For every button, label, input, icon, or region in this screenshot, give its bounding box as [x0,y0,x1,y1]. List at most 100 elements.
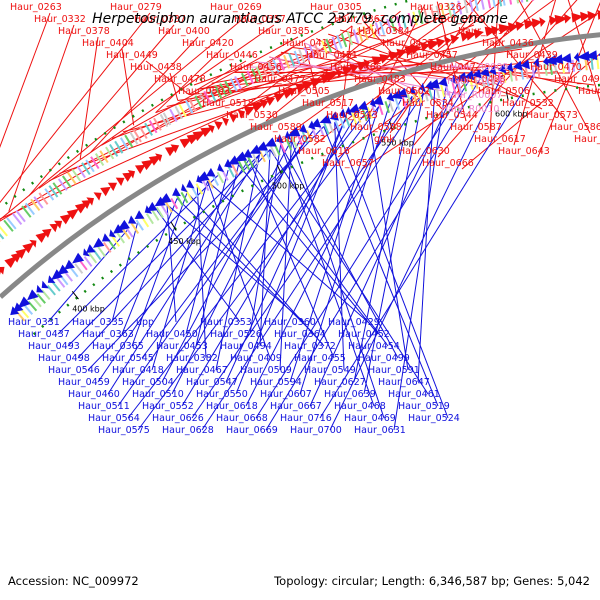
reverse-gene [409,85,416,96]
reverse-gene-label: Haur_0364 [274,329,326,340]
cog-reverse-band [41,289,51,301]
leader-line [67,154,260,347]
reverse-gene-label: Haur_0647 [378,377,430,388]
reverse-gene-label: Haur_0504 [122,377,174,388]
reverse-gene [101,233,111,242]
forward-gene-label: Haur_0587 [450,122,502,133]
reverse-gene [347,103,360,114]
cog-forward-band [85,159,95,173]
forward-gene [221,117,229,127]
cog-forward-band [6,217,17,230]
cog-reverse-band [301,131,309,144]
reverse-gene-label: Haur_0468 [334,401,386,412]
cog-reverse-band [469,77,474,90]
reverse-gene-label: Haur_0499 [358,353,410,364]
cog-forward-band [24,202,35,216]
tick-label: 500 kbp [272,182,305,191]
cog-forward-band [144,122,153,136]
cog-reverse-band [56,277,66,288]
reverse-gene [264,137,277,147]
reverse-gene [116,219,130,231]
forward-gene-label: Haur_0532 [502,98,554,109]
reverse-gene-label: Haur_0546 [48,365,100,376]
forward-gene [465,30,477,41]
forward-gene-label: Haur_0582 [274,134,326,145]
reverse-gene [479,67,490,77]
forward-gene [356,61,368,71]
forward-gene-label: Haur_0326 [410,2,462,13]
forward-gene-label: Haur_0630 [398,146,450,157]
leader-line [200,60,347,90]
forward-gene-label: Haur_0269 [210,2,262,13]
forward-gene-label: Haur_0502 [378,86,430,97]
reverse-gene-label: Haur_0461 [388,389,440,400]
cog-reverse-band [323,122,330,135]
cog-forward-band [283,54,291,69]
leader-line [171,135,303,395]
reverse-gene-label: Haur_0618 [206,401,258,412]
forward-gene-label: Haur_0419 [282,38,334,49]
cog-forward-band [435,5,441,20]
reverse-gene [472,68,482,79]
leader-line [363,21,443,110]
forward-gene [237,109,246,119]
cog-forward-band [288,52,296,67]
cog-forward-band [76,165,86,179]
cog-forward-band [105,146,115,160]
cog-reverse-band [111,235,121,247]
forward-gene-label: Haur_0470 [530,62,582,73]
leader-line [141,130,314,359]
forward-gene [473,29,484,39]
cog-forward-band [272,59,280,73]
cog-reverse-band [513,68,518,81]
leader-line [269,149,429,395]
forward-gene [214,121,223,131]
reverse-gene [597,53,600,57]
forward-gene-label: Haur_0544 [426,110,478,121]
cog-reverse-band [27,300,38,312]
leader-line [489,0,499,134]
reverse-gene-label: Haur_0639 [324,389,376,400]
forward-gene-label: Haur_0400 [158,26,210,37]
cog-reverse-band [190,186,199,198]
cog-forward-band [214,85,223,99]
reverse-gene [154,196,166,207]
leader-line [353,96,413,383]
cog-forward-band [356,27,364,42]
reverse-gene [357,100,369,111]
reverse-gene-label: Haur_0459 [58,377,110,388]
reverse-gene-label: Haur_0547 [186,377,238,388]
forward-gene [207,124,215,134]
leader-line [313,0,504,146]
cog-reverse-band [130,222,140,234]
forward-gene-label: Haur_0517 [302,98,354,109]
cog-reverse-band [549,62,553,75]
reverse-gene [329,111,339,121]
leader-line [461,53,600,170]
cog-forward-band [417,10,424,25]
cog-forward-band [386,18,393,33]
cog-forward-band [277,57,285,71]
reverse-gene-label: Haur_0360 [264,317,316,328]
reverse-gene [57,264,69,275]
cog-reverse-band [371,105,378,118]
cog-forward-band [33,196,44,209]
reverse-gene-label: Haur_0365 [92,341,144,352]
cog-forward-band [423,8,429,23]
reverse-gene-label: Haur_0631 [354,425,406,436]
forward-gene [335,68,343,79]
reverse-gene [559,53,572,64]
forward-gene [507,22,519,33]
reverse-gene-label: Haur_0498 [38,353,90,364]
leader-line [280,144,375,407]
reverse-gene-label: Haur_0627 [314,377,366,388]
leader-line [185,169,229,335]
cog-reverse-band [252,153,260,166]
leader-line [238,164,379,335]
cog-forward-band [194,95,203,109]
forward-gene [273,93,285,103]
reverse-gene [454,72,468,82]
cog-reverse-band [211,174,220,186]
reverse-gene [489,65,497,76]
forward-gene-label: Haur_0586 [550,122,600,133]
